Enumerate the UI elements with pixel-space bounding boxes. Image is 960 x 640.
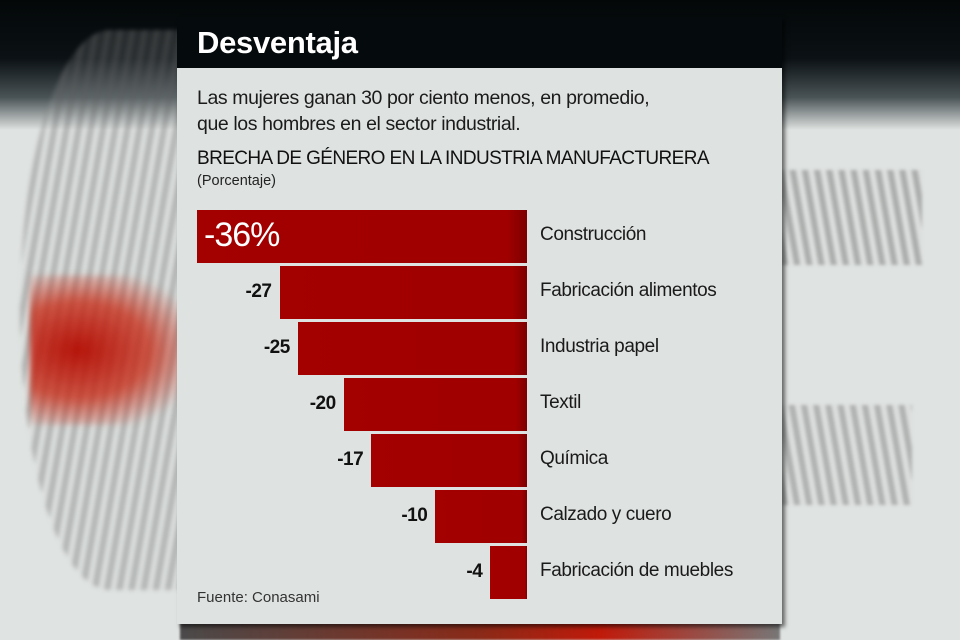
bar-5 [371,434,527,487]
panel-subtitle: Las mujeres ganan 30 por ciento menos, e… [197,85,757,137]
panel-header: Desventaja [177,17,782,68]
category-label: Calzado y cuero [540,504,672,525]
subtitle-line-2: que los hombres en el sector industrial. [197,113,521,135]
background-red-patch [30,275,190,425]
category-label: Fabricación de muebles [540,560,733,581]
bar-chart: -36% Construcción -27 Fabricación alimentos… [177,17,782,624]
value-label: -10 [401,505,428,526]
bar-7 [490,546,527,599]
chart-title: BRECHA DE GÉNERO EN LA INDUSTRIA MANUFAC… [197,148,709,169]
infographic-panel: Desventaja Las mujeres ganan 30 por cien… [177,17,782,624]
value-label: -17 [337,449,364,470]
chart-unit-label: (Porcentaje) [197,173,276,189]
panel-title: Desventaja [197,25,358,60]
bar-4 [343,378,527,431]
background-bottom-strip [180,622,780,640]
background-brush-strokes-right-top [782,170,922,265]
background-brush-strokes-right-bottom [782,405,912,505]
category-label: Fabricación alimentos [540,280,717,301]
source-note: Fuente: Conasami [197,589,320,606]
bar-1 [197,210,527,263]
category-label: Textil [540,392,581,413]
bar-6 [435,490,527,543]
category-label: Química [540,448,608,469]
subtitle-line-1: Las mujeres ganan 30 por ciento menos, e… [197,87,650,109]
category-label: Industria papel [540,336,659,357]
bar-3 [297,322,527,375]
category-label: Construcción [540,224,647,245]
value-label: -20 [309,393,336,414]
value-label: -25 [263,337,290,358]
value-label: -4 [466,561,483,582]
bar-2 [279,266,527,319]
value-label: -36% [204,216,280,254]
value-label: -27 [245,281,272,302]
